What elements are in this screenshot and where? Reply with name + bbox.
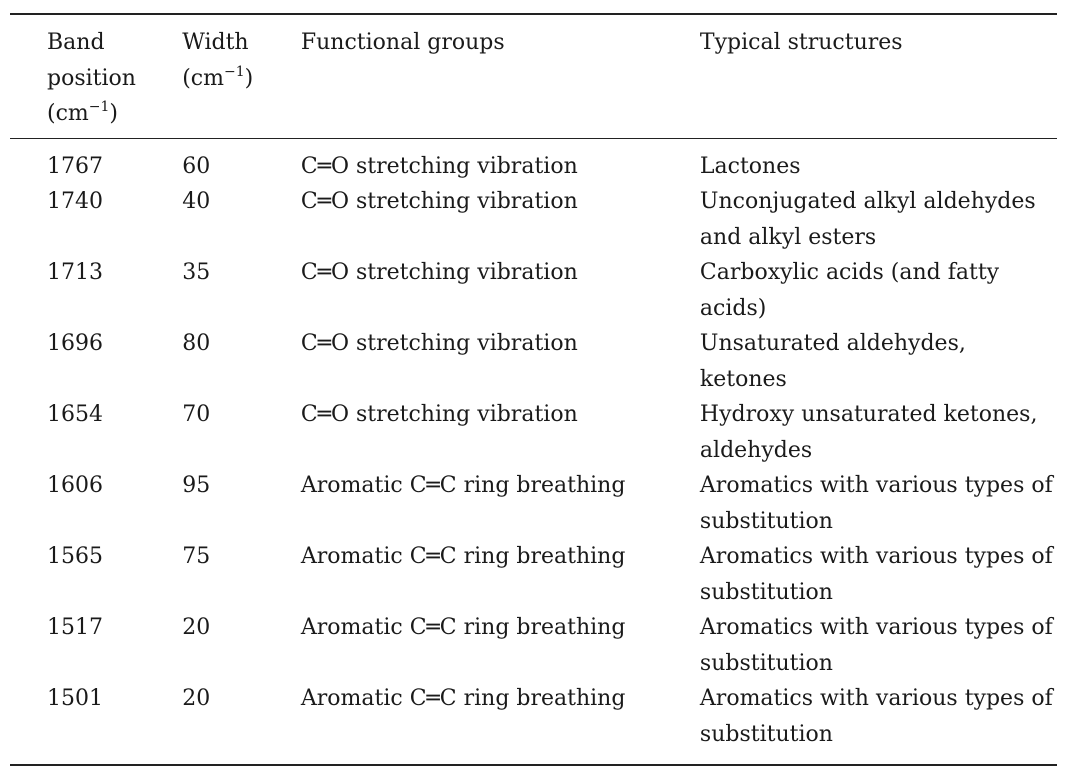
table-cell: Aromatic C═C ring breathing	[300, 473, 626, 498]
table-cell: 1713	[47, 260, 103, 285]
table-cell: 95	[182, 473, 211, 498]
table-head: Band position (cm−1) Width (cm−1) Function…	[10, 14, 1057, 138]
table-cell: Aromatic C═C ring breathing	[300, 686, 626, 711]
table-row: 1696 80 C═O stretching vibration Unsaturate…	[10, 326, 1057, 397]
header-text: Typical structures	[699, 30, 903, 55]
table-cell: Aromatic C═C ring breathing	[300, 544, 626, 569]
table-cell: 70	[182, 402, 211, 427]
table-cell: 1696	[47, 331, 103, 356]
table-row: 1767 60 C═O stretching vibration Lactones	[10, 138, 1057, 184]
table-cell: C═O stretching vibration	[300, 331, 578, 356]
table-cell: 40	[182, 189, 211, 214]
table-cell: C═O stretching vibration	[300, 189, 578, 214]
table-row: 1565 75 Aromatic C═C ring breathing Aromati…	[10, 539, 1057, 610]
table-cell: 20	[182, 615, 211, 640]
table-cell: Lactones	[699, 153, 801, 179]
table-row: 1713 35 C═O stretching vibration Carboxylic…	[10, 255, 1057, 326]
header-text: )	[244, 65, 254, 91]
table-cell: 1767	[47, 153, 103, 179]
header-superscript: −1	[88, 99, 110, 115]
header-row: Band position (cm−1) Width (cm−1) Function…	[10, 14, 1057, 138]
table-cell: 1606	[47, 473, 103, 498]
column-header: Width (cm−1)	[182, 14, 301, 138]
data-table: Band position (cm−1) Width (cm−1) Function…	[10, 13, 1057, 766]
header-text: Width (cm	[182, 30, 249, 91]
column-header: Band position (cm−1)	[10, 14, 182, 138]
table-row: 1606 95 Aromatic C═C ring breathing Aromati…	[10, 468, 1057, 539]
table-cell: 1565	[47, 544, 103, 569]
table-row: 1740 40 C═O stretching vibration Unconjugat…	[10, 184, 1057, 255]
table-cell: 60	[182, 153, 211, 179]
table-cell: 1740	[47, 189, 103, 214]
table-row: 1501 20 Aromatic C═C ring breathing Aromati…	[10, 681, 1057, 765]
table-cell: Aromatics with various types of substitu…	[699, 473, 1053, 534]
table-body: 1767 60 C═O stretching vibration Lactones 17…	[10, 138, 1057, 765]
table-cell: Aromatics with various types of substitu…	[699, 686, 1053, 747]
table-cell: 1654	[47, 402, 103, 427]
column-header: Functional groups	[301, 14, 700, 138]
table-cell: Hydroxy unsaturated ketones, aldehydes	[699, 402, 1038, 463]
table-cell: C═O stretching vibration	[300, 402, 578, 427]
header-text: )	[109, 101, 118, 126]
table-cell: Aromatics with various types of substitu…	[699, 544, 1053, 605]
table-row: 1517 20 Aromatic C═C ring breathing Aromati…	[10, 610, 1057, 681]
table-cell: 1501	[47, 686, 103, 711]
table-cell: C═O stretching vibration	[300, 260, 578, 285]
table-cell: Aromatic C═C ring breathing	[300, 615, 626, 640]
table-cell: C═O stretching vibration	[300, 153, 578, 179]
table-cell: 1517	[47, 615, 103, 640]
table-cell: 75	[182, 544, 211, 569]
column-header: Typical structures	[700, 14, 1057, 138]
header-text: Functional groups	[300, 30, 505, 55]
header-text: Band position (cm	[47, 30, 136, 126]
table-cell: Unsaturated aldehydes, ketones	[699, 331, 966, 392]
table-cell: Carboxylic acids (and fatty acids)	[699, 260, 1000, 321]
table-cell: Unconjugated alkyl aldehydes and alkyl e…	[699, 189, 1036, 250]
table-cell: 35	[182, 260, 211, 285]
header-superscript: −1	[223, 63, 245, 80]
table-cell: Aromatics with various types of substitu…	[699, 615, 1053, 676]
table-row: 1654 70 C═O stretching vibration Hydroxy un…	[10, 397, 1057, 468]
table-cell: 80	[182, 331, 211, 356]
table-cell: 20	[182, 686, 211, 711]
